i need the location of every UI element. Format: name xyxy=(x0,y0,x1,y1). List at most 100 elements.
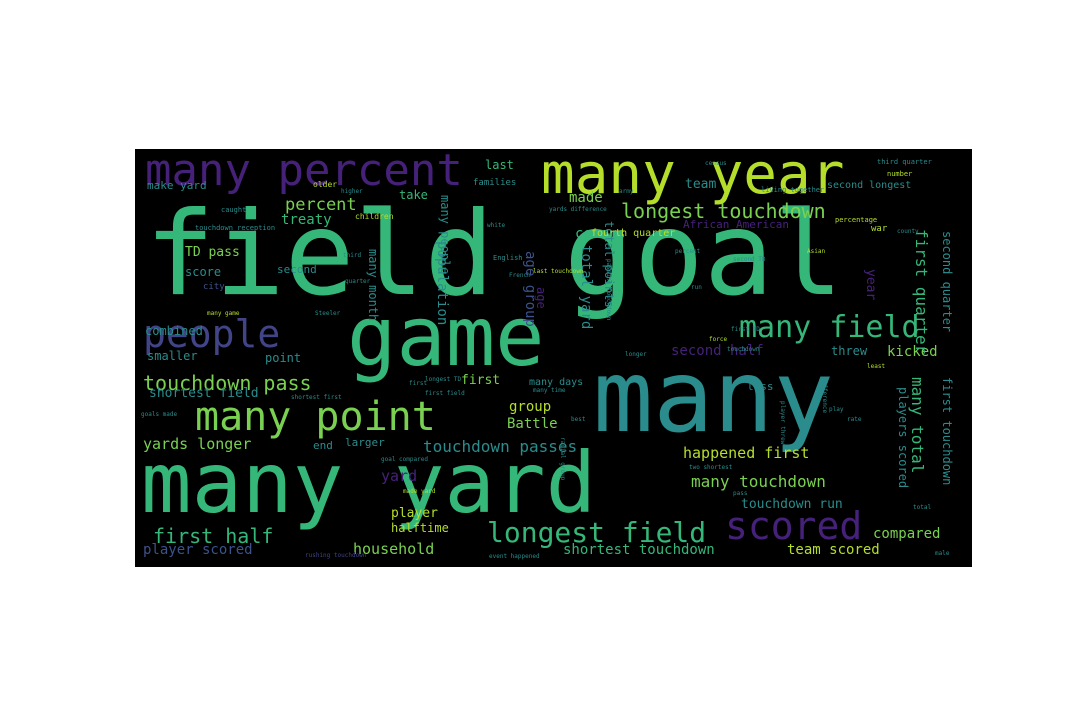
cloud-word: event happened xyxy=(489,553,540,560)
cloud-word: male xyxy=(935,550,950,557)
cloud-word: first TD xyxy=(731,326,760,333)
cloud-word: percentage xyxy=(835,216,878,224)
cloud-word: yard xyxy=(381,467,418,485)
cloud-word: county xyxy=(897,228,919,235)
cloud-word: treaty xyxy=(281,212,332,228)
cloud-word: field goal xyxy=(145,187,844,322)
cloud-word: score xyxy=(185,265,222,279)
cloud-word: many month xyxy=(366,249,380,322)
cloud-word: many touchdown xyxy=(691,472,826,491)
cloud-word: Steeler xyxy=(315,310,341,317)
cloud-word: army xyxy=(619,188,634,195)
cloud-word: player threw xyxy=(779,401,786,445)
cloud-word: take xyxy=(399,188,428,202)
cloud-word: halftime xyxy=(391,521,449,535)
cloud-word: many total xyxy=(908,377,927,474)
cloud-word: first xyxy=(461,373,501,388)
cloud-word: census xyxy=(705,160,727,167)
cloud-word: touchdown passes xyxy=(423,437,578,456)
cloud-word: rate xyxy=(847,416,862,423)
cloud-word: shortest touchdown xyxy=(563,542,715,558)
cloud-word: longest TD xyxy=(425,376,462,383)
cloud-word: two shortest xyxy=(689,464,733,471)
cloud-word: pass xyxy=(733,490,748,497)
cloud-word: children xyxy=(355,212,394,221)
cloud-word: touchdown run xyxy=(741,497,843,512)
cloud-word: best xyxy=(571,416,586,423)
cloud-word: group xyxy=(509,399,552,415)
cloud-word: player scored xyxy=(143,542,253,558)
cloud-word: yards difference xyxy=(549,206,607,213)
cloud-word: living together xyxy=(761,186,825,194)
cloud-word: census xyxy=(575,226,626,242)
cloud-word: many game xyxy=(207,310,240,317)
cloud-word: force xyxy=(709,336,728,343)
cloud-word: rushing touchdown xyxy=(305,552,367,559)
cloud-word: yards longer xyxy=(143,435,252,453)
cloud-word: total xyxy=(913,504,932,511)
cloud-word: total yard xyxy=(578,245,594,330)
cloud-word: percent xyxy=(285,195,357,215)
cloud-word: TD pass xyxy=(185,245,240,260)
cloud-word: household xyxy=(353,540,435,558)
cloud-word: Battle xyxy=(507,416,558,432)
cloud-word: many time xyxy=(533,387,566,394)
cloud-word: white xyxy=(487,222,506,229)
cloud-word: touchdown reception xyxy=(195,224,276,232)
cloud-word: happened first xyxy=(683,444,810,462)
cloud-word: team xyxy=(685,177,717,192)
cloud-word: many xyxy=(593,338,834,455)
cloud-word: people xyxy=(143,312,281,356)
cloud-word: make yard xyxy=(147,179,207,192)
cloud-word: end xyxy=(313,439,333,452)
cloud-word: touchdown xyxy=(727,346,760,353)
cloud-word: first half xyxy=(153,524,274,548)
cloud-word: second half xyxy=(671,343,764,359)
cloud-word: made yard xyxy=(403,488,436,495)
cloud-word: racial group xyxy=(559,437,566,481)
cloud-word: goals made xyxy=(141,411,178,418)
cloud-word: higher xyxy=(341,188,363,195)
cloud-word: second TD xyxy=(733,256,766,263)
cloud-word: war xyxy=(871,224,888,234)
cloud-word: French xyxy=(509,272,531,279)
cloud-word: older xyxy=(313,180,338,189)
cloud-word: age xyxy=(534,287,548,309)
cloud-word: kicked xyxy=(887,344,938,360)
cloud-word: longest touchdown xyxy=(621,199,826,223)
cloud-word: least xyxy=(867,363,886,370)
cloud-word: city xyxy=(203,282,225,292)
cloud-word: point xyxy=(265,351,302,365)
cloud-word: third xyxy=(343,252,362,259)
cloud-word: last xyxy=(485,158,514,172)
cloud-word: many year xyxy=(541,149,845,207)
cloud-word: team scored xyxy=(787,542,880,558)
cloud-word: longer xyxy=(625,351,647,358)
cloud-word: passing touchdown xyxy=(605,259,612,321)
cloud-word: touchdown pass xyxy=(143,371,312,395)
cloud-word: first xyxy=(409,380,428,387)
cloud-word: made xyxy=(569,190,603,206)
cloud-word: last touchdown xyxy=(533,268,584,275)
cloud-word: Asian xyxy=(807,248,826,255)
word-cloud: field goal many many yard game many year many… xyxy=(135,149,972,567)
cloud-word: second quarter xyxy=(940,231,954,333)
cloud-word: quarter xyxy=(345,278,371,285)
cloud-word: less xyxy=(747,380,774,393)
cloud-word: families xyxy=(473,178,517,188)
cloud-word: many people xyxy=(438,195,452,275)
cloud-word: player xyxy=(391,506,438,521)
cloud-word: run xyxy=(691,284,702,291)
cloud-word: English xyxy=(493,254,523,262)
cloud-word: players scored xyxy=(896,387,910,489)
cloud-word: year xyxy=(863,269,878,301)
cloud-word: first field xyxy=(425,390,465,397)
cloud-word: caught xyxy=(221,206,247,214)
cloud-word: first quarter xyxy=(912,229,931,355)
cloud-word: African American xyxy=(683,218,789,231)
cloud-word: play xyxy=(829,406,844,413)
cloud-word: longest field xyxy=(487,516,707,549)
cloud-word: threw xyxy=(831,344,868,358)
cloud-word: second xyxy=(277,263,317,276)
cloud-word: many yard xyxy=(141,434,597,532)
